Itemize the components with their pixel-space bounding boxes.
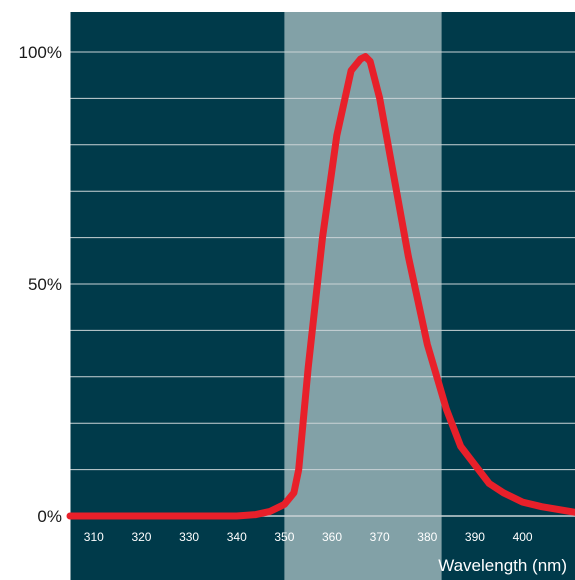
x-tick-label: 350 [274,530,294,544]
y-tick-labels: 0% 50% 100% [19,43,62,526]
x-tick-label: 340 [227,530,247,544]
x-tick-label: 310 [84,530,104,544]
y-axis-title: Irradiance - % output [28,86,47,244]
irradiance-line [66,53,575,520]
y-tick-label: 100% [19,43,62,62]
x-tick-label: 320 [131,530,151,544]
x-tick-label: 360 [322,530,342,544]
y-tick-label: 0% [37,507,62,526]
x-tick-label: 400 [513,530,533,544]
x-tick-label: 390 [465,530,485,544]
x-tick-labels: 310 320 330 340 350 360 370 380 390 400 [84,530,533,544]
x-tick-label: 380 [417,530,437,544]
x-axis-title: Wavelength (nm) [438,556,567,575]
x-tick-label: 330 [179,530,199,544]
x-tick-label: 370 [370,530,390,544]
y-tick-label: 50% [28,275,62,294]
